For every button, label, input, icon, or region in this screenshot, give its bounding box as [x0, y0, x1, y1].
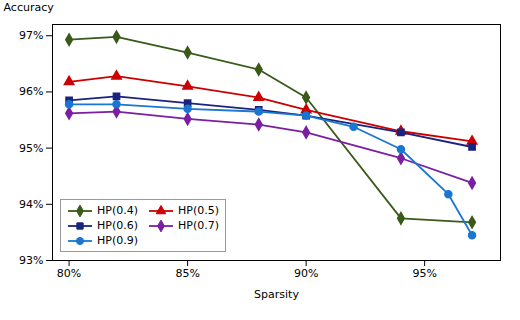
- svg-text:96%: 96%: [19, 85, 43, 98]
- html-text:HP(0.5): HP(0.5): [178, 204, 219, 217]
- svg-text:94%: 94%: [19, 198, 43, 211]
- svg-text:85%: 85%: [175, 267, 199, 280]
- svg-text:97%: 97%: [19, 29, 43, 42]
- svg-text:95%: 95%: [19, 142, 43, 155]
- html-text:HP(0.7): HP(0.7): [178, 219, 219, 232]
- svg-text:90%: 90%: [294, 267, 318, 280]
- html-text:HP(0.6): HP(0.6): [97, 219, 138, 232]
- html-text:HP(0.9): HP(0.9): [97, 234, 138, 247]
- svg-text:Accuracy: Accuracy: [4, 1, 55, 14]
- svg-text:95%: 95%: [412, 267, 436, 280]
- svg-text:93%: 93%: [19, 254, 43, 267]
- html-text:HP(0.4): HP(0.4): [97, 204, 138, 217]
- svg-text:80%: 80%: [57, 267, 81, 280]
- svg-text:Sparsity: Sparsity: [254, 288, 299, 301]
